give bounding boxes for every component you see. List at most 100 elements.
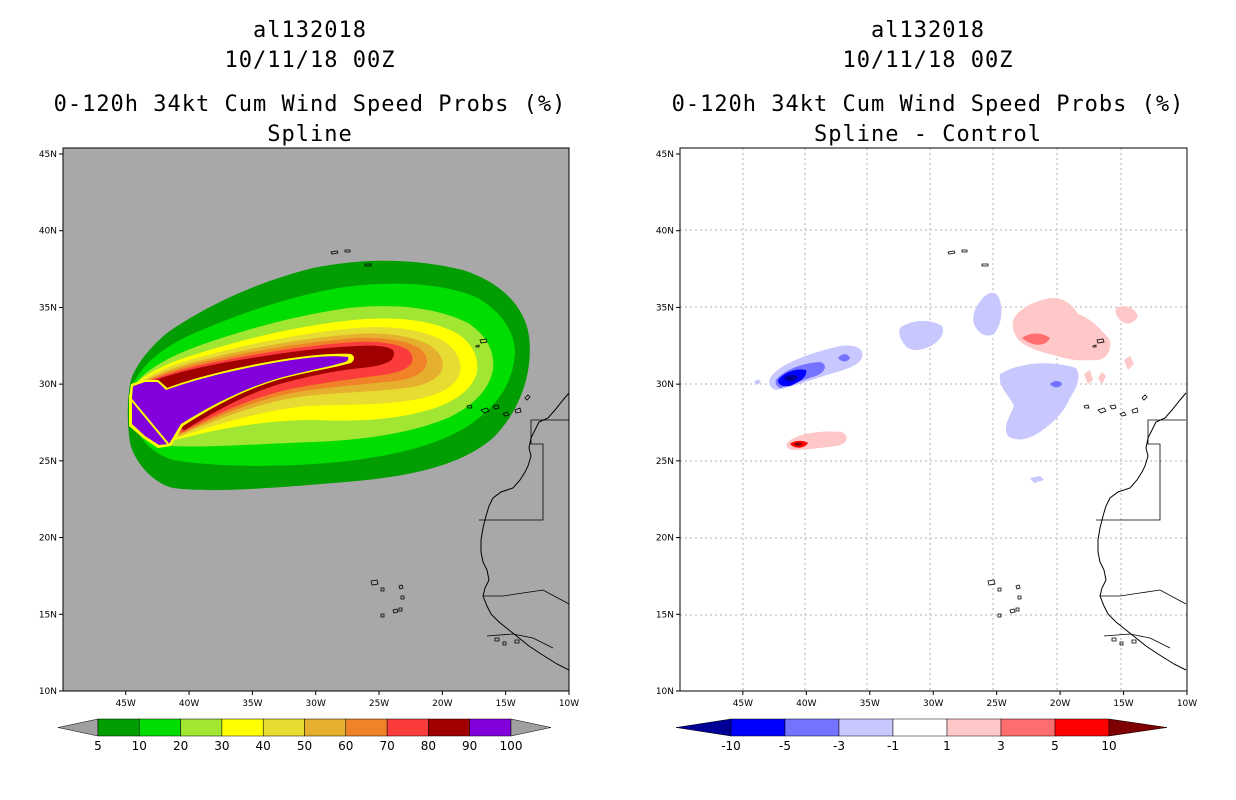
left-colorbar-swatch: [139, 718, 181, 737]
left-colorbar-label: 60: [338, 739, 353, 753]
diff-negative-light-6: [1030, 476, 1044, 483]
left-lon-label: 45W: [116, 699, 136, 709]
left-colorbar-label: 5: [94, 739, 102, 753]
left-colorbar-label: 10: [132, 739, 147, 753]
right-method-label: Spline - Control: [814, 122, 1042, 147]
left-lat-label: 15N: [39, 610, 57, 620]
right-colorbar-high-arrow: [1108, 718, 1168, 737]
right-lon-label: 40W: [796, 699, 816, 709]
diff-negative-light-4: [973, 292, 1002, 336]
right-date-time: 10/11/18 00Z: [842, 48, 1014, 73]
left-lat-label: 40N: [39, 227, 57, 237]
right-lat-label: 25N: [656, 457, 674, 467]
right-lat-label: 35N: [656, 303, 674, 313]
left-colorbar-label: 80: [421, 739, 436, 753]
left-colorbar-high-arrow: [510, 718, 552, 737]
right-map-background: [680, 148, 1187, 691]
right-colorbar-label: 5: [1051, 739, 1059, 753]
right-colorbar-label: 1: [943, 739, 951, 753]
left-colorbar-label: 30: [214, 739, 229, 753]
diff-negative-mid-2: [838, 354, 850, 362]
right-lon-label: 25W: [986, 699, 1006, 709]
right-panel-title: al132018 10/11/18 00Z 0-120h 34kt Cum Wi…: [618, 16, 1236, 150]
left-lat-label: 35N: [39, 303, 57, 313]
prob-band-90: [129, 353, 354, 448]
left-colorbar-label: 70: [379, 739, 394, 753]
right-colorbar-low-arrow: [675, 718, 732, 737]
left-storm-id: al132018: [253, 18, 367, 43]
right-lat-label: 20N: [656, 534, 674, 544]
right-colorbar-label: -10: [721, 739, 741, 753]
left-axes: 45W 40W 35W 30W 25W 20W 15W 10W 45N 40N 35N 30N 25N 2…: [39, 150, 579, 709]
right-colorbar-swatch: [892, 718, 948, 737]
right-colorbar-swatch: [1054, 718, 1110, 737]
right-colorbar-label: 3: [997, 739, 1005, 753]
left-lat-label: 10N: [39, 687, 57, 697]
right-lat-label: 40N: [656, 227, 674, 237]
right-product-name: 0-120h 34kt Cum Wind Speed Probs (%): [671, 92, 1185, 117]
diff-negative-light-3: [899, 320, 944, 351]
left-lon-label: 40W: [179, 699, 199, 709]
right-colorbar-label: 10: [1101, 739, 1116, 753]
left-method-label: Spline: [267, 122, 353, 147]
left-colorbar-swatch: [428, 718, 470, 737]
left-colorbar-swatch: [262, 718, 305, 737]
right-colorbar: -10 -5 -3 -1 1 3 5 10: [675, 718, 1168, 753]
right-storm-id: al132018: [871, 18, 985, 43]
right-colorbar-swatch: [946, 718, 1002, 737]
left-probability-map: [62, 147, 570, 692]
right-lon-label: 30W: [923, 699, 943, 709]
right-colorbar-swatch: [784, 718, 840, 737]
diff-positive-mid-1: [1022, 333, 1050, 345]
diff-negative-light-2: [754, 379, 761, 385]
right-lon-label: 20W: [1050, 699, 1070, 709]
left-lon-label: 15W: [495, 699, 515, 709]
right-lon-label: 15W: [1113, 699, 1133, 709]
left-lat-label: 30N: [39, 380, 57, 390]
prob-band-100: [132, 356, 349, 445]
left-colorbar: 5 10 20 30 40 50 60 70 80 90 100: [57, 718, 552, 753]
right-colorbar-swatch: [730, 718, 786, 737]
right-lon-label: 10W: [1177, 699, 1197, 709]
left-colorbar-label: 90: [462, 739, 477, 753]
diff-positive-light-2: [1012, 298, 1111, 361]
left-lat-label: 45N: [39, 150, 57, 160]
diff-positive-deep-1: [794, 442, 802, 446]
left-lat-label: 25N: [39, 457, 57, 467]
diff-negative-deep-1: [784, 374, 798, 382]
left-lat-label: 20N: [39, 534, 57, 544]
left-colorbar-swatch: [386, 718, 429, 737]
right-lat-label: 45N: [656, 150, 674, 160]
right-difference-contours: [754, 292, 1138, 483]
left-lon-label: 10W: [559, 699, 579, 709]
right-colorbar-label: -5: [779, 739, 791, 753]
diff-positive-light-3: [1115, 306, 1138, 324]
left-colorbar-swatch: [304, 718, 347, 737]
diff-positive-light-4: [1084, 356, 1134, 384]
right-gridlines: [680, 148, 1187, 691]
left-lon-label: 30W: [306, 699, 326, 709]
right-lat-label: 15N: [656, 610, 674, 620]
left-date-time: 10/11/18 00Z: [224, 48, 396, 73]
left-panel-title: al132018 10/11/18 00Z 0-120h 34kt Cum Wi…: [0, 16, 620, 150]
right-colorbar-swatch: [838, 718, 894, 737]
right-colorbar-swatch: [1000, 718, 1056, 737]
left-probability-contours: [127, 249, 569, 671]
left-colorbar-label: 50: [297, 739, 312, 753]
left-colorbar-swatch: [469, 718, 512, 737]
left-product-name: 0-120h 34kt Cum Wind Speed Probs (%): [53, 92, 567, 117]
right-axes: 45W 40W 35W 30W 25W 20W 15W 10W 45N 40N 35N 30N 25N 2…: [656, 150, 1197, 709]
left-colorbar-swatch: [221, 718, 264, 737]
left-colorbar-label: 40: [256, 739, 271, 753]
right-lat-label: 30N: [656, 380, 674, 390]
left-lon-label: 20W: [432, 699, 452, 709]
left-colorbar-label: 100: [500, 739, 523, 753]
right-lat-label: 10N: [656, 687, 674, 697]
right-colorbar-label: -1: [887, 739, 899, 753]
left-colorbar-swatch: [97, 718, 140, 737]
left-colorbar-label: 20: [173, 739, 188, 753]
left-colorbar-swatch: [345, 718, 388, 737]
left-lon-label: 35W: [242, 699, 262, 709]
left-lon-label: 25W: [369, 699, 389, 709]
